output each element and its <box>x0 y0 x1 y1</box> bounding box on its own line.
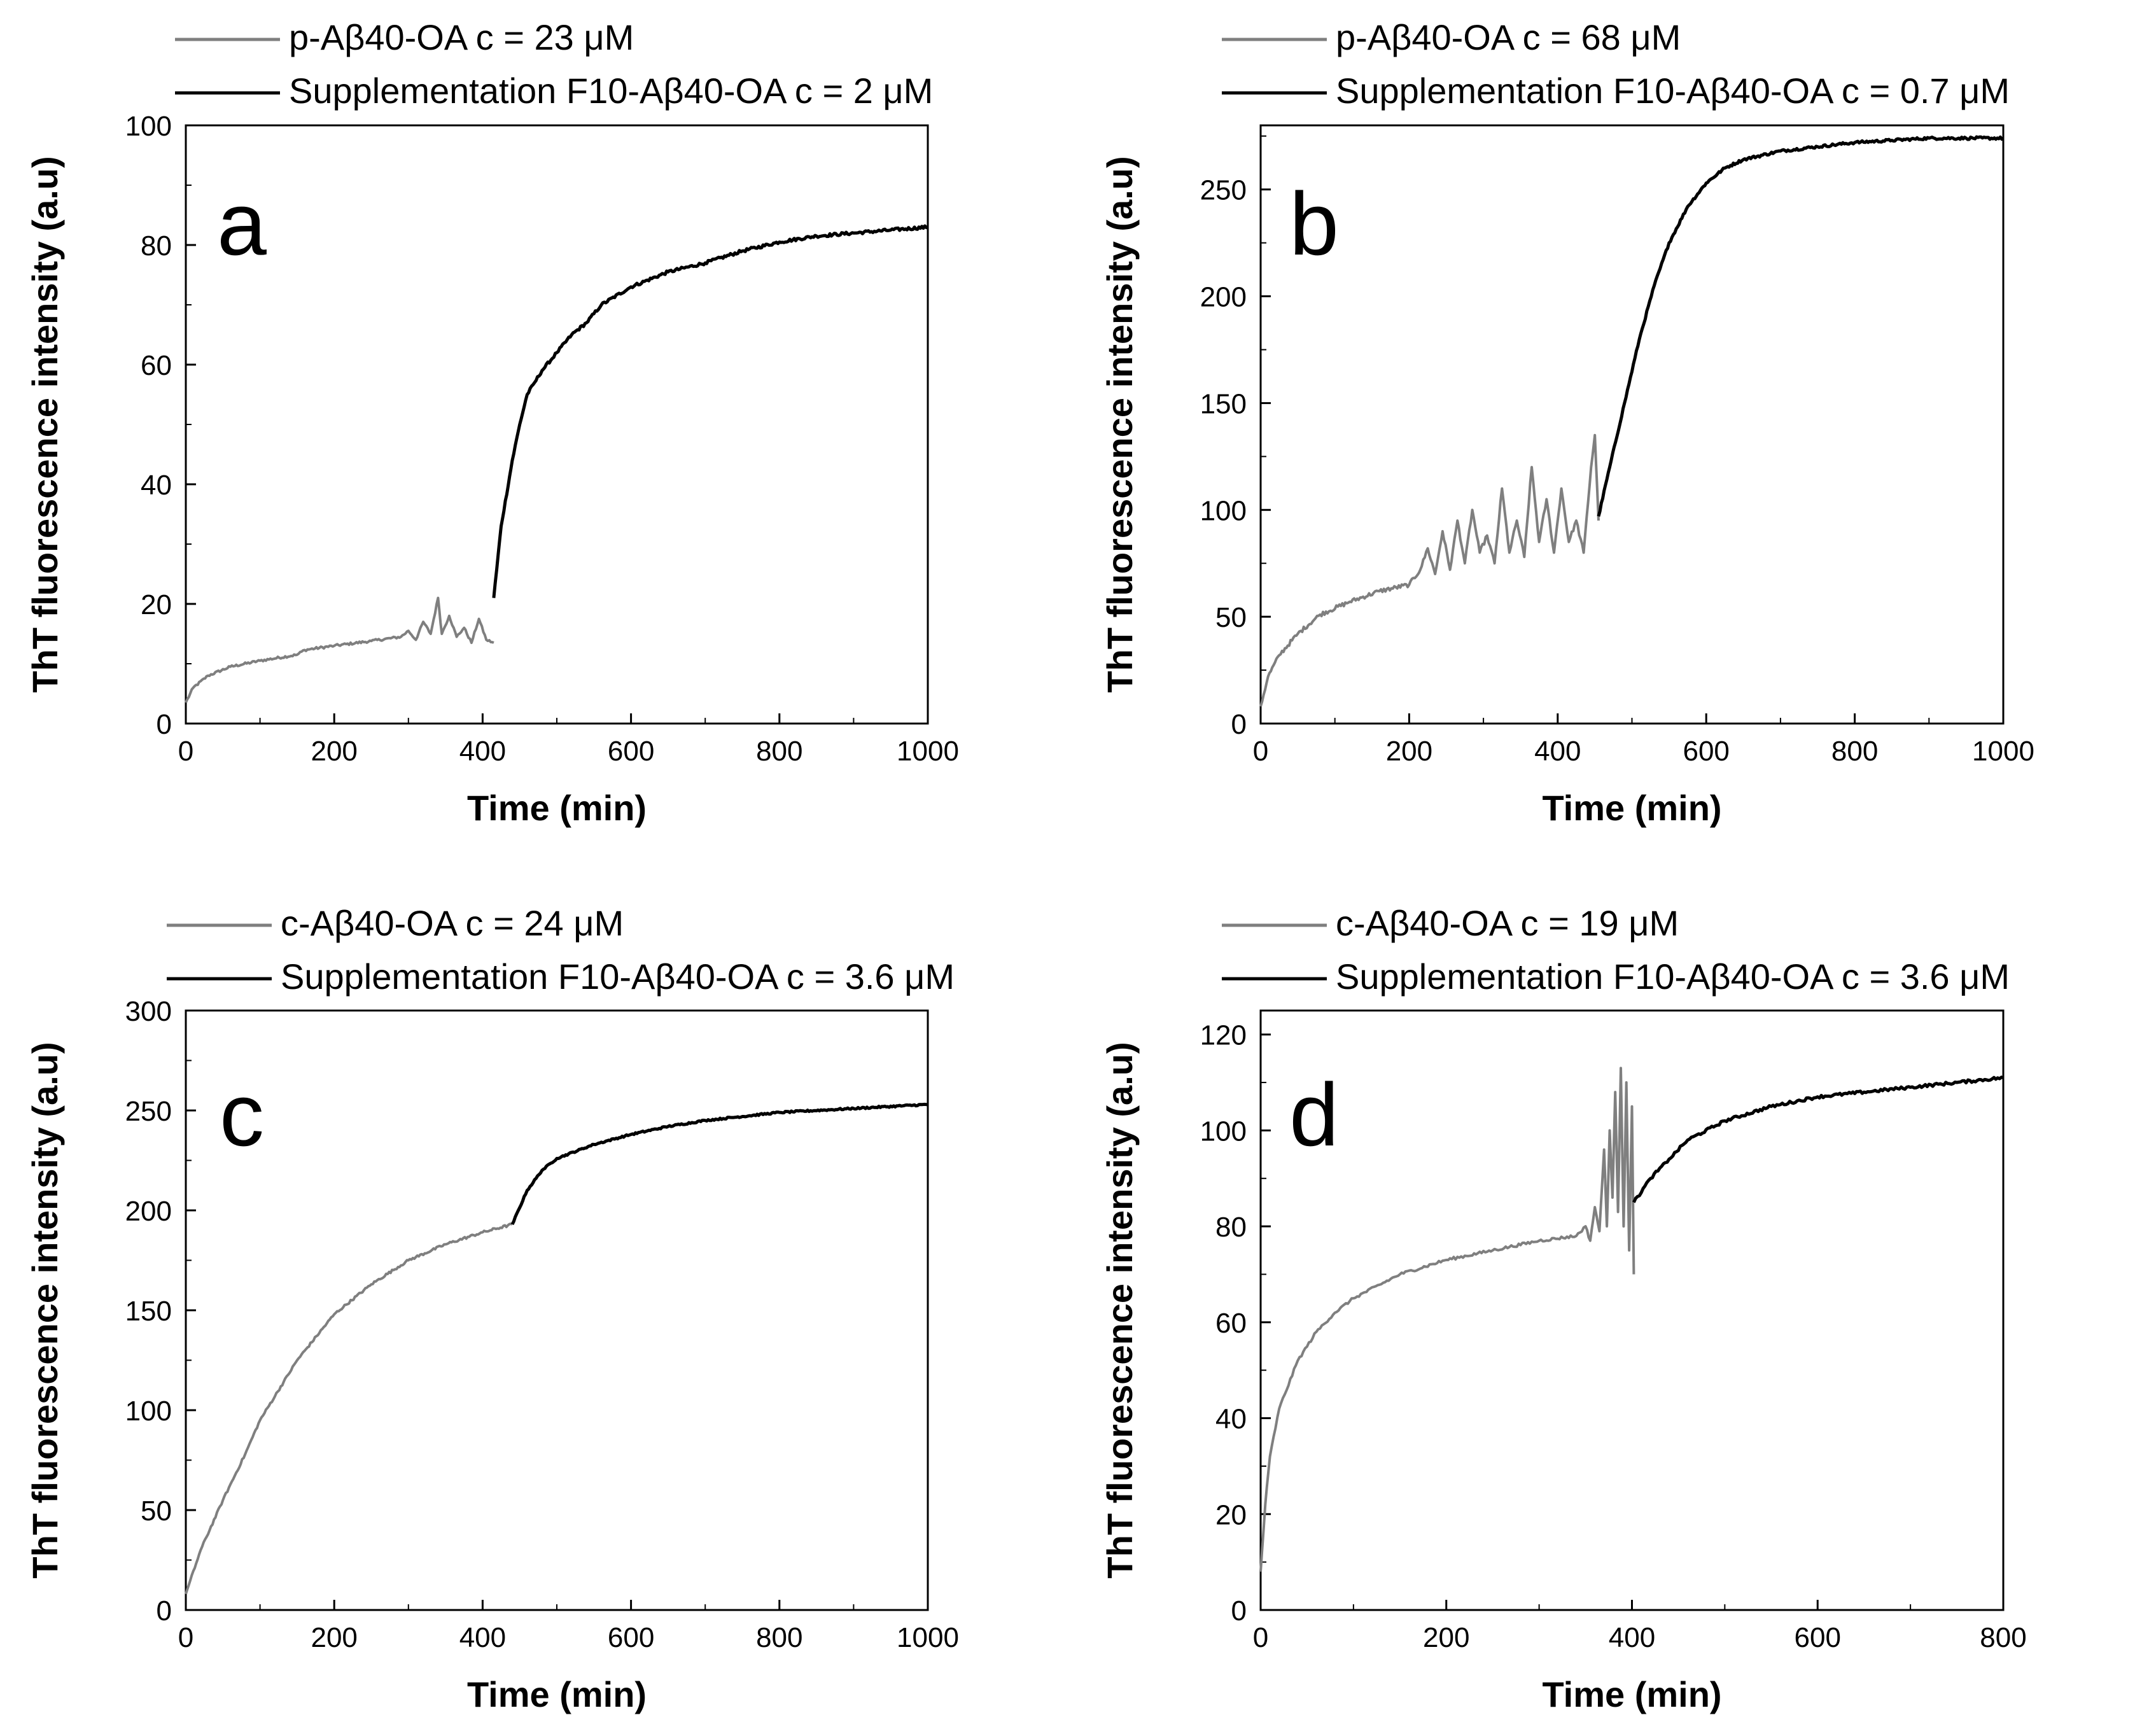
y-tick-label: 200 <box>1200 282 1247 313</box>
y-tick-label: 0 <box>157 1595 172 1627</box>
y-tick-label: 50 <box>141 1495 172 1527</box>
y-axis-title: ThT fluorescence intensity (a.u) <box>1100 1042 1140 1578</box>
legend-label: Supplementation F10-Aβ40-OA c = 0.7 μM <box>1336 71 2010 111</box>
y-tick-label: 100 <box>125 111 172 142</box>
y-tick-label: 100 <box>1200 495 1247 526</box>
x-tick-label: 600 <box>608 1622 654 1653</box>
panel-letter: b <box>1289 174 1339 274</box>
legend-label: Supplementation F10-Aβ40-OA c = 2 μM <box>289 71 933 111</box>
x-tick-label: 600 <box>1683 736 1729 767</box>
y-tick-label: 20 <box>1215 1499 1247 1530</box>
y-tick-label: 100 <box>1200 1116 1247 1147</box>
x-tick-label: 800 <box>756 1622 802 1653</box>
x-tick-label: 1000 <box>897 736 959 767</box>
x-tick-label: 600 <box>608 736 654 767</box>
y-tick-label: 0 <box>1231 1595 1247 1627</box>
x-tick-label: 0 <box>178 1622 193 1653</box>
x-tick-label: 200 <box>1423 1622 1469 1653</box>
series-line-sample <box>1259 433 1600 707</box>
x-tick-label: 200 <box>311 736 357 767</box>
x-tick-label: 1000 <box>1972 736 2034 767</box>
chart-panel-c: 0 200 400 600 800 1000 0 50 100 150 200 250 300 Time … <box>25 903 959 1714</box>
legend-label: Supplementation F10-Aβ40-OA c = 3.6 μM <box>1336 956 2010 997</box>
x-axis-title: Time (min) <box>467 788 647 828</box>
y-tick-label: 150 <box>1200 388 1247 419</box>
y-tick-label: 100 <box>125 1396 172 1427</box>
plot-frame <box>1259 1009 2005 1611</box>
x-tick-label: 0 <box>1253 1622 1268 1653</box>
y-tick-label: 200 <box>125 1196 172 1227</box>
x-tick-label: 200 <box>1386 736 1432 767</box>
legend-label: c-Aβ40-OA c = 24 μM <box>281 903 624 943</box>
y-axis-title: ThT fluorescence intensity (a.u) <box>1100 156 1140 692</box>
x-tick-label: 400 <box>1609 1622 1655 1653</box>
x-tick-label: 800 <box>1980 1622 2026 1653</box>
x-tick-label: 400 <box>459 736 506 767</box>
x-tick-label: 400 <box>1534 736 1581 767</box>
x-axis-title: Time (min) <box>467 1674 647 1714</box>
y-tick-label: 40 <box>141 470 172 501</box>
y-tick-label: 0 <box>157 709 172 740</box>
y-axis-title: ThT fluorescence intensity (a.u) <box>25 156 65 692</box>
y-tick-label: 120 <box>1200 1020 1247 1051</box>
series-line-sample <box>185 596 494 703</box>
series-line-sample <box>185 1222 513 1595</box>
x-tick-label: 600 <box>1795 1622 1841 1653</box>
series-line-supplementation <box>492 224 928 598</box>
y-tick-label: 40 <box>1215 1404 1247 1435</box>
panel-letter: a <box>217 174 267 274</box>
legend-label: p-Aβ40-OA c = 23 μM <box>289 17 634 57</box>
x-tick-label: 0 <box>1253 736 1268 767</box>
y-tick-label: 0 <box>1231 709 1247 740</box>
plot-frame <box>1259 124 2005 725</box>
panel-letter: d <box>1289 1065 1339 1165</box>
y-tick-label: 80 <box>1215 1212 1247 1243</box>
x-axis-title: Time (min) <box>1542 788 1721 828</box>
plot-frame <box>185 1009 929 1611</box>
y-tick-label: 80 <box>141 230 172 262</box>
y-tick-label: 50 <box>1215 602 1247 633</box>
legend-label: p-Aβ40-OA c = 68 μM <box>1336 17 1681 57</box>
x-axis-title: Time (min) <box>1542 1674 1721 1714</box>
series-line-sample <box>1259 1067 1635 1572</box>
y-tick-label: 250 <box>1200 175 1247 206</box>
legend-label: c-Aβ40-OA c = 19 μM <box>1336 903 1679 943</box>
y-tick-label: 20 <box>141 589 172 620</box>
x-tick-label: 400 <box>459 1622 506 1653</box>
x-tick-label: 800 <box>756 736 802 767</box>
series-line-supplementation <box>1597 135 2005 517</box>
chart-panel-d: 0 200 400 600 800 0 20 40 60 80 100 120 Time (min) Th… <box>1100 903 2027 1714</box>
legend-label: Supplementation F10-Aβ40-OA c = 3.6 μM <box>281 956 955 997</box>
y-tick-label: 60 <box>141 350 172 381</box>
x-tick-label: 1000 <box>897 1622 959 1653</box>
plot-frame <box>185 124 929 725</box>
chart-panel-b: 0 200 400 600 800 1000 0 50 100 150 200 250 Time (mi… <box>1100 17 2034 828</box>
series-line-supplementation <box>1632 1075 2004 1203</box>
y-axis-title: ThT fluorescence intensity (a.u) <box>25 1042 65 1578</box>
panel-letter: c <box>220 1065 264 1165</box>
y-tick-label: 300 <box>125 996 172 1027</box>
series-line-supplementation <box>510 1102 928 1226</box>
x-tick-label: 200 <box>311 1622 357 1653</box>
y-tick-label: 60 <box>1215 1308 1247 1339</box>
x-tick-label: 0 <box>178 736 193 767</box>
y-tick-label: 150 <box>125 1296 172 1327</box>
y-tick-label: 250 <box>125 1096 172 1127</box>
chart-panel-a: 0 200 400 600 800 1000 0 20 40 60 80 100 Time (min) T… <box>25 17 959 828</box>
x-tick-label: 800 <box>1831 736 1878 767</box>
